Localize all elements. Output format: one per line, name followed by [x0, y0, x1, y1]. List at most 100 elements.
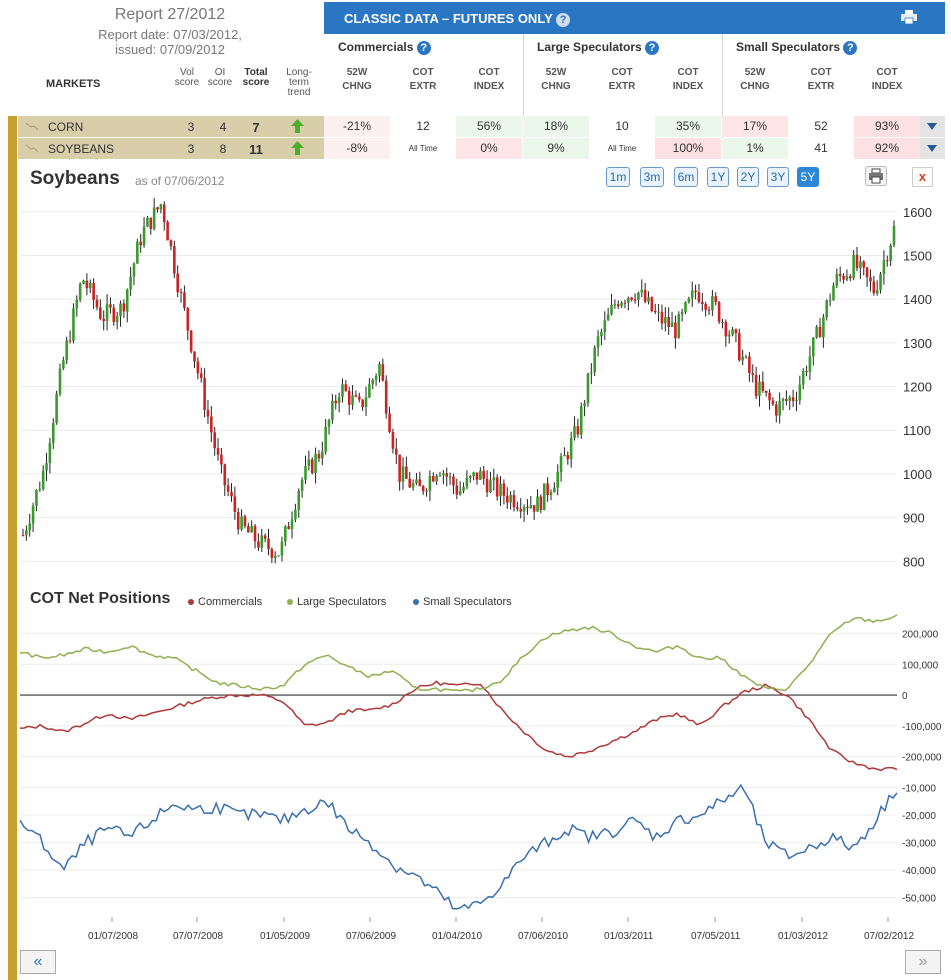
- candle-body: [95, 299, 99, 308]
- candle-body: [112, 307, 116, 322]
- candle-body: [758, 381, 761, 397]
- candle-body: [885, 260, 889, 262]
- range-3y-button[interactable]: 3Y: [767, 167, 789, 187]
- legend-dot: [287, 599, 293, 606]
- market-row-soybeans[interactable]: SOYBEANS 3 8 11: [18, 138, 324, 159]
- candle-body: [243, 516, 247, 527]
- prev-button[interactable]: «: [20, 950, 56, 974]
- y-tick-label: 200,000: [902, 630, 939, 641]
- expand-soybeans-button[interactable]: [920, 138, 945, 159]
- candle-body: [189, 330, 193, 352]
- candle-body: [808, 356, 812, 372]
- candle-body: [479, 470, 482, 480]
- candle-body: [650, 297, 654, 311]
- candle-body: [815, 326, 818, 338]
- data-cell: 12: [390, 116, 456, 137]
- range-1y-button[interactable]: 1Y: [707, 167, 729, 187]
- candle-body: [115, 316, 119, 322]
- data-cell: -21%: [324, 116, 390, 137]
- range-3m-button[interactable]: 3m: [640, 167, 664, 187]
- data-cell: 56%: [456, 116, 522, 137]
- candle-body: [260, 535, 264, 548]
- vol-score-header[interactable]: Vol score: [174, 67, 200, 88]
- candle-body: [596, 336, 600, 348]
- range-1m-button[interactable]: 1m: [606, 167, 630, 187]
- group-commercials: Commercials ?: [324, 34, 523, 112]
- candle-body: [304, 465, 307, 480]
- candle-body: [862, 261, 866, 268]
- candle-body: [771, 400, 775, 405]
- candle-body: [468, 476, 472, 478]
- candle-body: [822, 317, 825, 338]
- help-icon[interactable]: ?: [556, 12, 571, 27]
- next-button[interactable]: »: [905, 950, 941, 974]
- candle-body: [263, 535, 267, 539]
- candle-body: [31, 505, 35, 524]
- candle-body: [341, 384, 344, 397]
- print-chart-button[interactable]: [865, 166, 887, 186]
- candle-body: [58, 368, 62, 394]
- total-score-header[interactable]: Total score: [242, 67, 270, 88]
- market-row-corn[interactable]: CORN 3 4 7: [18, 116, 324, 137]
- help-icon[interactable]: ?: [416, 40, 431, 55]
- y-tick-label: 100,000: [902, 660, 939, 671]
- range-2y-button[interactable]: 2Y: [737, 167, 759, 187]
- y-tick-label: 0: [902, 691, 908, 702]
- candle-body: [327, 420, 331, 427]
- candle-body: [499, 483, 502, 497]
- candle-body: [109, 304, 112, 308]
- candle-body: [38, 488, 42, 491]
- help-icon[interactable]: ?: [645, 40, 660, 55]
- candle-body: [193, 351, 196, 362]
- candle-body: [774, 404, 778, 416]
- candle-body: [798, 384, 802, 401]
- candle-body: [559, 456, 563, 473]
- candle-body: [206, 410, 210, 417]
- y-tick-label: 900: [903, 511, 925, 526]
- col-cot-index: COT INDEX: [672, 67, 704, 92]
- legend-commercials[interactable]: Commercials: [188, 596, 262, 608]
- candle-body: [267, 538, 270, 550]
- vol-score: 3: [187, 120, 195, 134]
- candle-body: [704, 303, 707, 310]
- candle-body: [465, 477, 469, 488]
- candle-body: [640, 289, 644, 293]
- trend-header[interactable]: Long-term trend: [286, 67, 312, 98]
- chart-icon[interactable]: [26, 121, 38, 131]
- range-6m-button[interactable]: 6m: [674, 167, 698, 187]
- candle-body: [418, 479, 422, 487]
- chart-icon[interactable]: [26, 143, 38, 153]
- x-tick-label: 07/02/2012: [864, 931, 914, 942]
- candle-body: [92, 283, 95, 300]
- candle-body: [297, 490, 301, 510]
- candle-body: [384, 380, 388, 414]
- close-chart-button[interactable]: x: [912, 167, 933, 187]
- y-tick-label: -30,000: [902, 839, 936, 850]
- candle-body: [600, 331, 603, 337]
- oi-score-header[interactable]: OI score: [207, 67, 233, 88]
- col-cot-index: COT INDEX: [871, 67, 903, 92]
- print-icon[interactable]: [901, 10, 917, 24]
- expand-corn-button[interactable]: [920, 116, 945, 137]
- range-5y-button[interactable]: 5Y: [797, 167, 819, 187]
- data-cell: All Time: [589, 138, 655, 159]
- candle-body: [818, 326, 822, 338]
- markets-header[interactable]: MARKETS: [46, 78, 101, 90]
- candle-body: [236, 511, 240, 530]
- candle-body: [637, 292, 640, 301]
- candle-body: [166, 221, 169, 241]
- candle-body: [627, 297, 630, 303]
- candle-body: [781, 399, 785, 401]
- candle-body: [801, 370, 805, 385]
- candle-body: [674, 322, 677, 339]
- candle-body: [795, 400, 798, 402]
- candle-body: [162, 204, 166, 222]
- legend-large-speculators[interactable]: Large Speculators: [287, 596, 386, 608]
- data-cell: 1%: [722, 138, 788, 159]
- help-icon[interactable]: ?: [843, 40, 858, 55]
- candle-body: [892, 225, 896, 246]
- x-tick-label: 01/03/2011: [604, 931, 654, 942]
- candle-body: [391, 432, 395, 449]
- candle-body: [603, 320, 607, 332]
- legend-small-speculators[interactable]: Small Speculators: [413, 596, 512, 608]
